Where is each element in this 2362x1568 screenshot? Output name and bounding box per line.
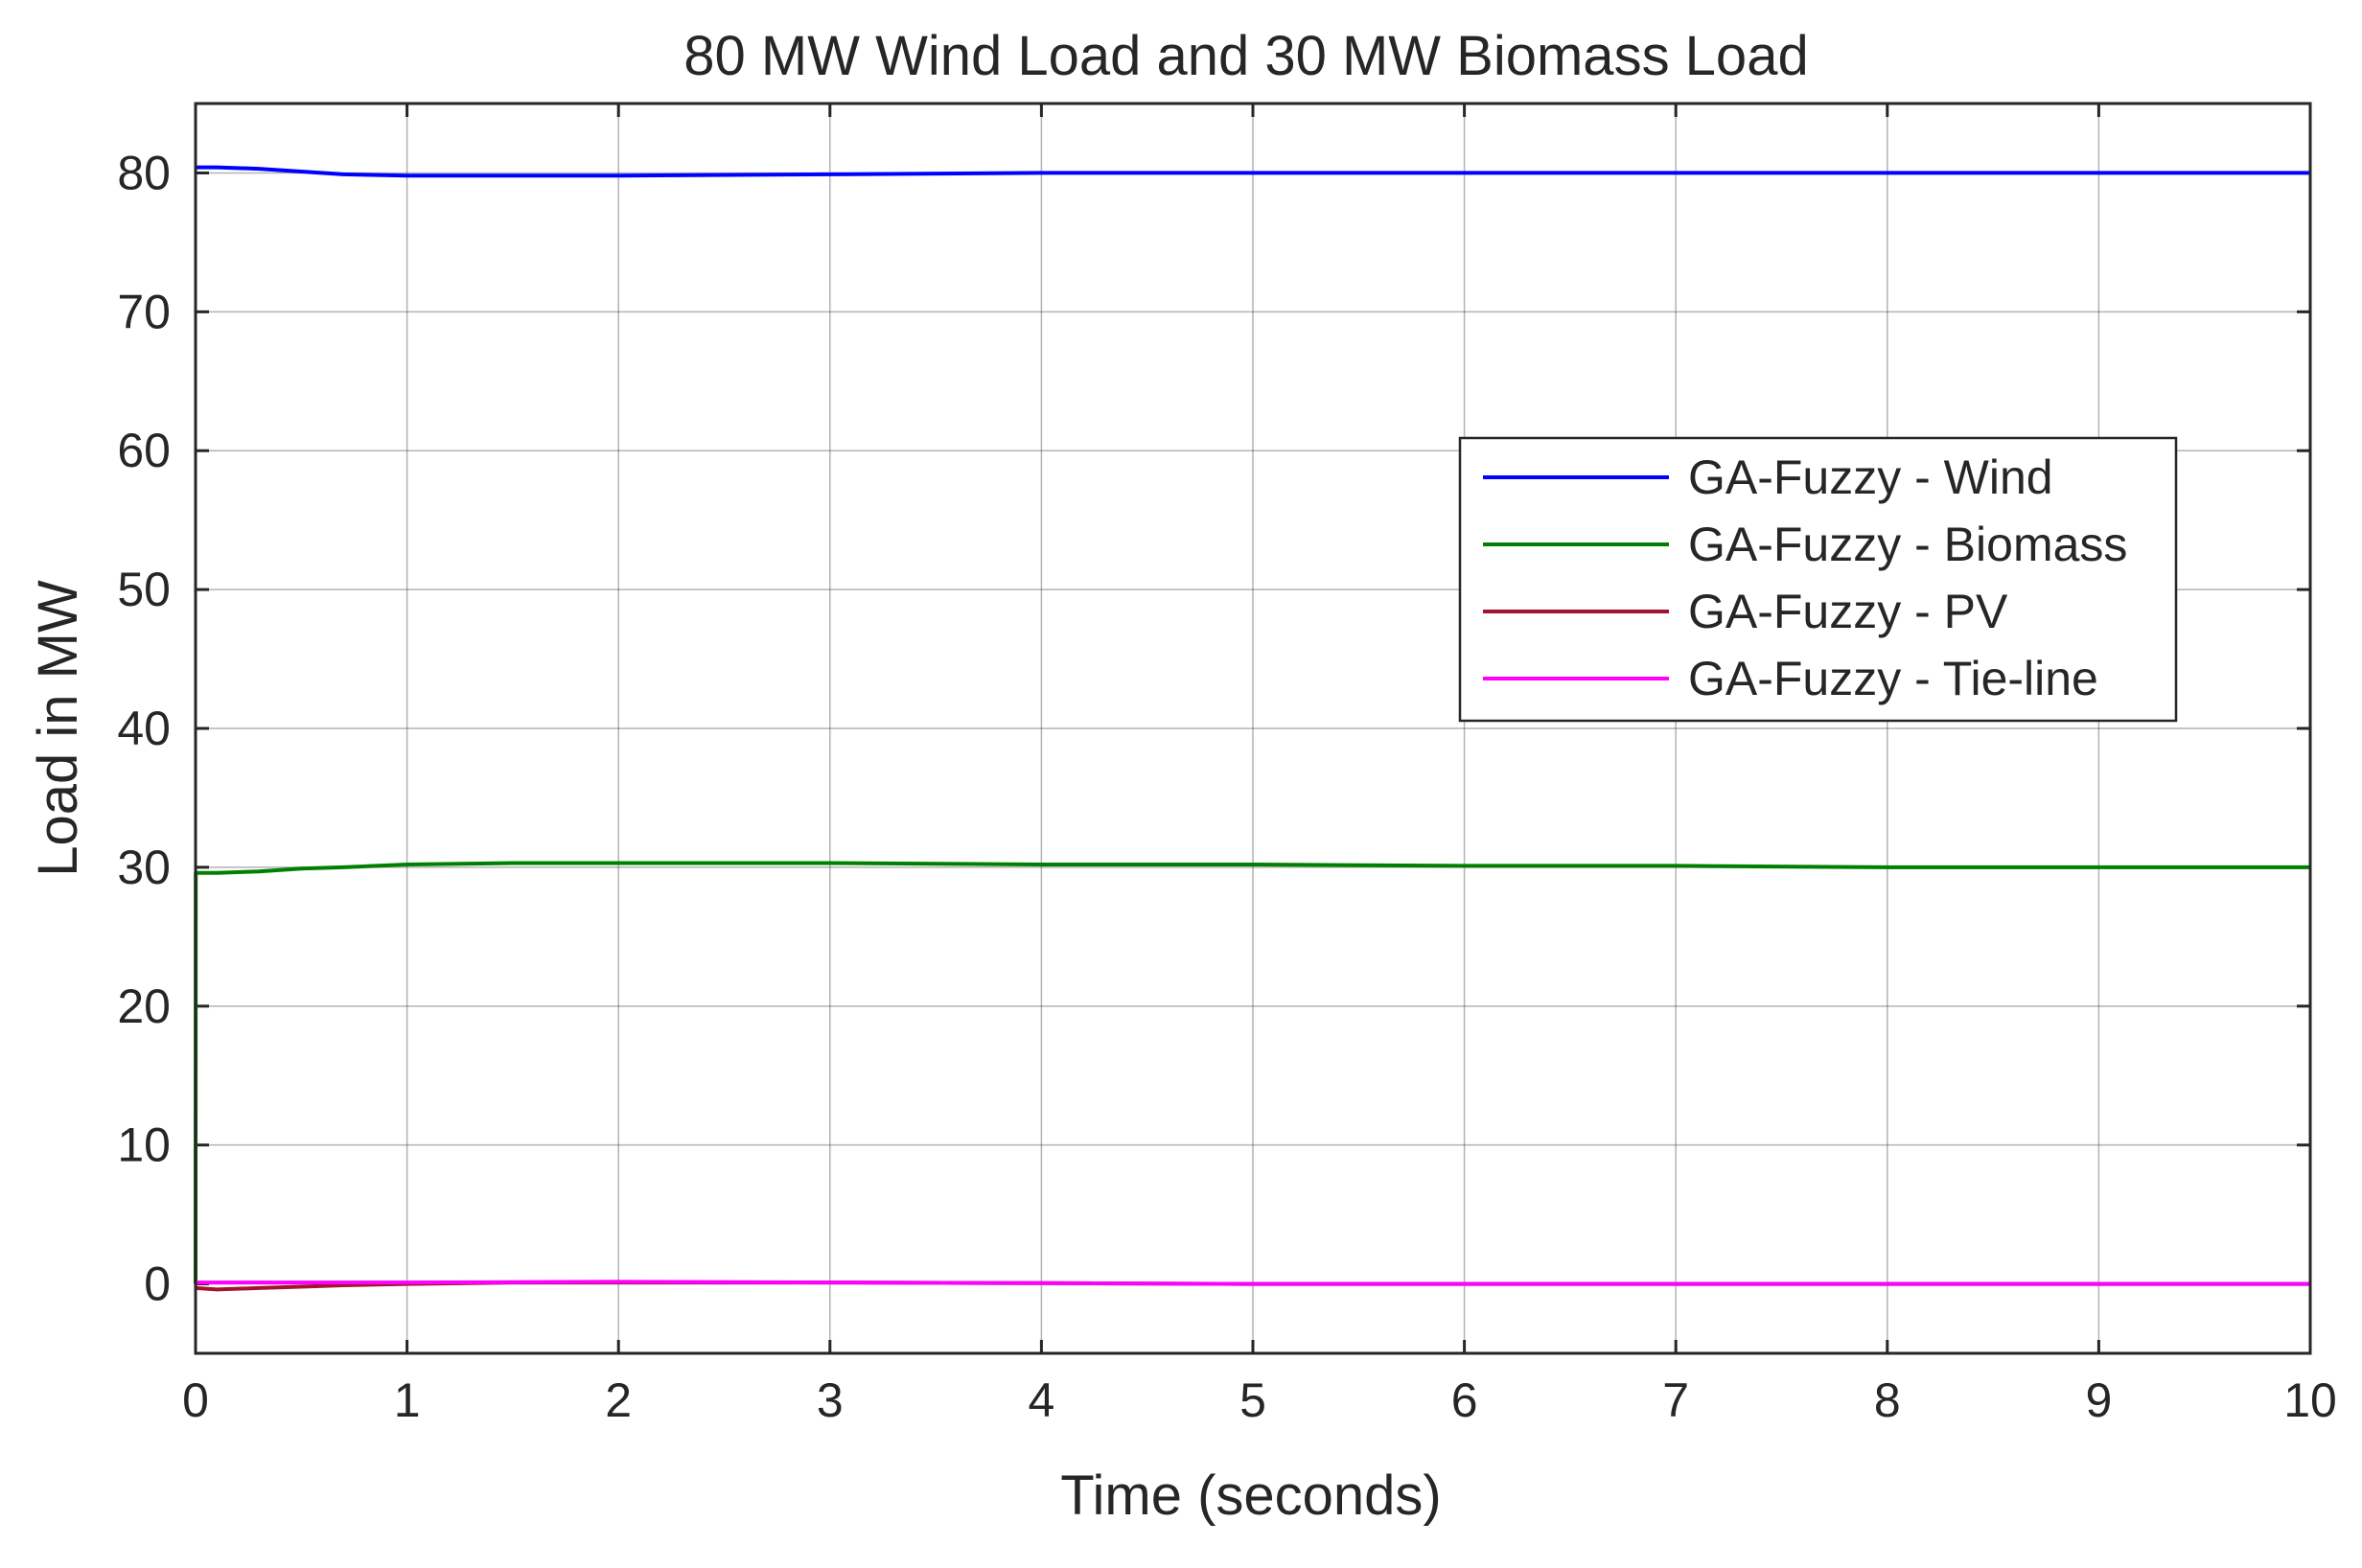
y-tick-label: 60 (117, 424, 171, 477)
y-tick-label: 80 (117, 146, 171, 199)
x-tick-label: 4 (1028, 1373, 1054, 1427)
x-tick-label: 7 (1662, 1373, 1689, 1427)
legend-label: GA-Fuzzy - Wind (1688, 450, 2053, 504)
plot-frame (194, 102, 2312, 1355)
x-tick-label: 1 (394, 1373, 421, 1427)
series-line (196, 1280, 2310, 1286)
legend-box (1458, 436, 2178, 723)
x-axis-label: Time (seconds) (1060, 1464, 1442, 1527)
legend-label: GA-Fuzzy - Biomass (1688, 518, 2127, 571)
plot-area (196, 104, 2310, 1353)
x-tick-label: 5 (1239, 1373, 1266, 1427)
y-tick-label: 30 (117, 841, 171, 894)
y-tick-label: 40 (117, 702, 171, 755)
axis-ticks: 0 1 2 3 4 5 6 7 8 9 10 0 10 20 30 40 50 60 70 80 (117, 104, 2337, 1427)
x-tick-label: 8 (1874, 1373, 1901, 1427)
y-tick-label: 50 (117, 563, 171, 616)
y-tick-label: 20 (117, 980, 171, 1033)
series-line (196, 165, 2310, 178)
chart-title: 80 MW Wind Load and 30 MW Biomass Load (683, 25, 1808, 87)
legend-label: GA-Fuzzy - PV (1688, 585, 2008, 638)
x-tick-label: 2 (605, 1373, 632, 1427)
x-tick-label: 10 (2283, 1373, 2337, 1427)
x-tick-label: 9 (2085, 1373, 2112, 1427)
y-tick-label: 10 (117, 1118, 171, 1172)
series-lines (194, 165, 2310, 1292)
y-tick-label: 0 (144, 1257, 171, 1311)
legend: GA-Fuzzy - Wind GA-Fuzzy - Biomass GA-Fuzz… (1458, 436, 2178, 723)
y-axis-label: Load in MW (27, 580, 89, 877)
x-tick-label: 0 (182, 1373, 209, 1427)
x-tick-label: 3 (817, 1373, 844, 1427)
y-tick-label: 70 (117, 285, 171, 338)
series-line (194, 861, 2310, 1284)
legend-label: GA-Fuzzy - Tie-line (1688, 652, 2098, 705)
x-tick-label: 6 (1451, 1373, 1478, 1427)
